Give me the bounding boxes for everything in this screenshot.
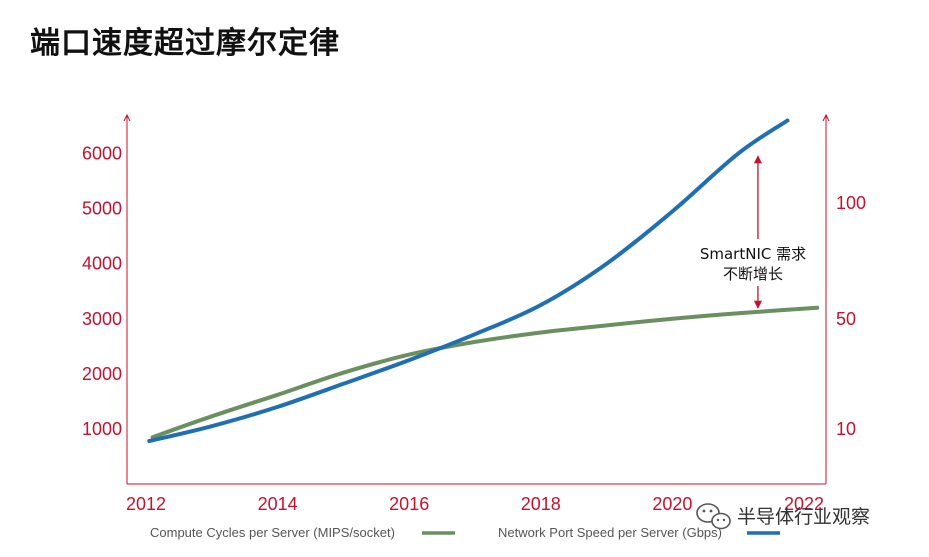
page-title: 端口速度超过摩尔定律 (30, 26, 340, 61)
x-tick-label: 2012 (126, 494, 166, 514)
watermark: 半导体行业观察 (696, 503, 870, 530)
left-axis-arrow (123, 113, 131, 122)
x-tick-label: 2022 (784, 494, 824, 514)
y-left-tick-label: 5000 (82, 199, 122, 219)
chart-series (147, 118, 820, 443)
y-left-tick-label: 4000 (82, 254, 122, 274)
watermark-text: 半导体行业观察 (737, 506, 870, 528)
x-tick-label: 2018 (521, 494, 561, 514)
series-line-network-port-speed (147, 118, 790, 443)
annotation-line-2: 不断增长 (723, 265, 783, 283)
y-left-tick-label: 3000 (82, 309, 122, 329)
chart-annotation: SmartNIC 需求 不断增长 (700, 155, 806, 309)
chart-axes (123, 113, 830, 485)
y-right-tick-label: 100 (836, 193, 866, 213)
x-tick-label: 2014 (258, 494, 298, 514)
y-right-tick-label: 10 (836, 419, 856, 439)
chart-legend: Compute Cycles per Server (MIPS/socket) … (150, 525, 780, 540)
y-left-tick-label: 6000 (82, 144, 122, 164)
series-line-compute-cycles (150, 305, 820, 440)
wechat-icon (696, 503, 731, 530)
right-axis-arrow (822, 113, 830, 122)
y-right-tick-label: 50 (836, 309, 856, 329)
annotation-arrowhead-down (753, 300, 762, 309)
legend-label-compute: Compute Cycles per Server (MIPS/socket) (150, 525, 395, 540)
chart-ticks: 1000 2000 3000 4000 5000 6000 10 50 100 2012 2014 2… (82, 144, 866, 514)
x-tick-label: 2020 (652, 494, 692, 514)
annotation-arrowhead-up (753, 155, 762, 164)
y-left-tick-label: 2000 (82, 364, 122, 384)
x-tick-label: 2016 (389, 494, 429, 514)
annotation-line-1: SmartNIC 需求 (700, 245, 806, 263)
y-left-tick-label: 1000 (82, 419, 122, 439)
legend-label-network: Network Port Speed per Server (Gbps) (498, 525, 722, 540)
